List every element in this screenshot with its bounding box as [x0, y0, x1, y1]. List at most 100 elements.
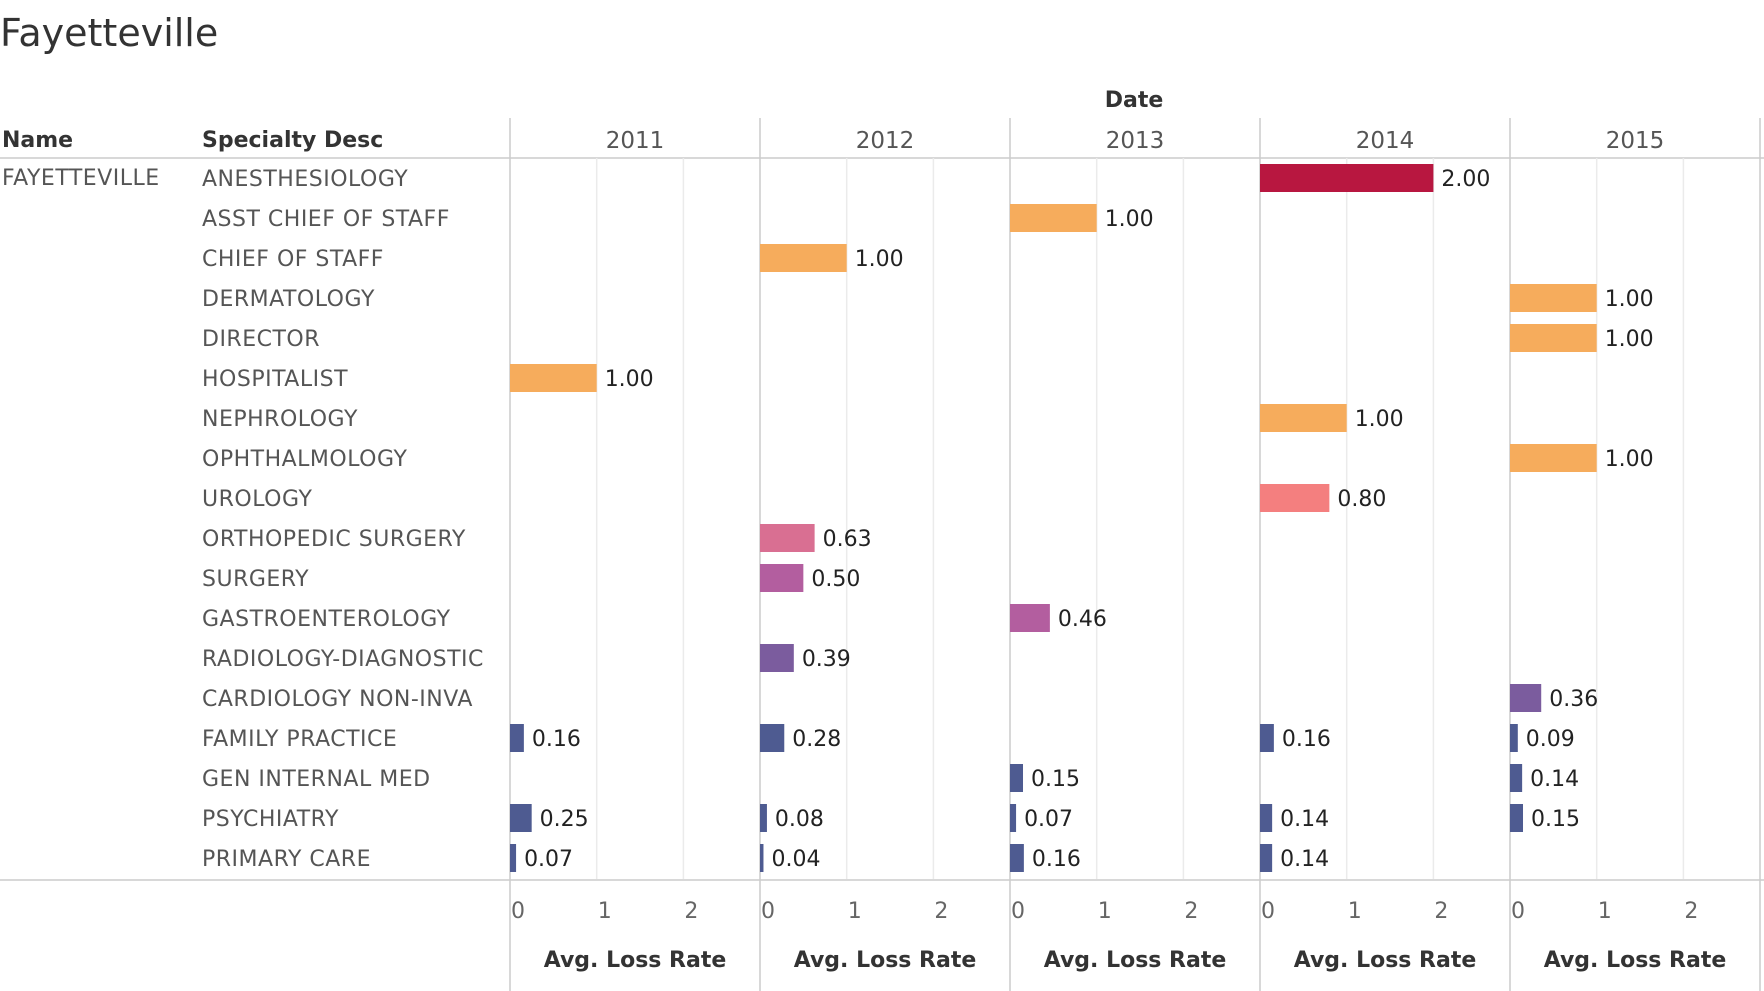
- bar: [760, 244, 847, 272]
- x-tick-label: 1: [1348, 899, 1362, 924]
- data-label: 0.63: [823, 527, 872, 552]
- data-label: 0.09: [1526, 727, 1575, 752]
- data-label: 0.15: [1531, 807, 1580, 832]
- x-tick-label: 1: [1098, 899, 1112, 924]
- specialty-label: ASST CHIEF OF STAFF: [202, 207, 450, 232]
- specialty-label: PSYCHIATRY: [202, 807, 339, 832]
- data-label: 1.00: [1605, 287, 1654, 312]
- data-label: 0.08: [775, 807, 824, 832]
- data-label: 1.00: [1355, 407, 1404, 432]
- bar: [1510, 804, 1524, 832]
- data-label: 1.00: [1605, 447, 1654, 472]
- year-headers: 2011 2012 2013 2014 2015: [606, 128, 1665, 154]
- specialty-label: DIRECTOR: [202, 327, 320, 352]
- x-tick-label: 2: [1434, 899, 1448, 924]
- data-label: 1.00: [855, 247, 904, 272]
- data-label: 0.16: [1282, 727, 1331, 752]
- data-label: 0.07: [1024, 807, 1073, 832]
- data-label: 0.50: [811, 567, 860, 592]
- year-header: 2011: [606, 128, 665, 154]
- x-tick-label: 0: [1261, 899, 1275, 924]
- x-axis-label: Avg. Loss Rate: [794, 948, 977, 973]
- data-label: 0.46: [1058, 607, 1107, 632]
- x-tick-label: 2: [934, 899, 948, 924]
- specialty-label: GEN INTERNAL MED: [202, 767, 431, 792]
- bar-layer: 2.00 1.00 1.00 1.00 1.00 1.00 1.00 1.00 0.80 0.63…: [510, 164, 1654, 872]
- x-tick-label: 2: [1684, 899, 1698, 924]
- x-tick-label: 0: [511, 899, 525, 924]
- bar: [1260, 484, 1330, 512]
- data-label: 0.16: [532, 727, 581, 752]
- x-axis-label: Avg. Loss Rate: [1044, 948, 1227, 973]
- date-column-header: Date: [1105, 88, 1164, 113]
- data-label: 0.14: [1280, 807, 1329, 832]
- specialty-label: ORTHOPEDIC SURGERY: [202, 527, 466, 552]
- x-tick-label: 2: [684, 899, 698, 924]
- data-label: 1.00: [605, 367, 654, 392]
- specialty-label: CARDIOLOGY NON-INVA: [202, 687, 473, 712]
- bar: [760, 804, 767, 832]
- bar: [510, 804, 532, 832]
- data-label: 1.00: [1105, 207, 1154, 232]
- data-label: 0.25: [540, 807, 589, 832]
- year-header: 2013: [1106, 128, 1165, 154]
- specialty-label: SURGERY: [202, 567, 309, 592]
- bar: [1260, 804, 1273, 832]
- year-header: 2012: [856, 128, 915, 154]
- x-tick-label: 2: [1184, 899, 1198, 924]
- data-label: 0.14: [1530, 767, 1579, 792]
- x-axis-label: Avg. Loss Rate: [1544, 948, 1727, 973]
- data-label: 0.39: [802, 647, 851, 672]
- bar: [1260, 164, 1434, 192]
- bar: [1260, 844, 1273, 872]
- bar: [760, 644, 794, 672]
- bar: [510, 724, 524, 752]
- data-label: 2.00: [1441, 167, 1490, 192]
- bar: [1510, 324, 1597, 352]
- bar: [760, 844, 764, 872]
- bar: [510, 364, 597, 392]
- bar: [510, 844, 517, 872]
- x-tick-label: 1: [598, 899, 612, 924]
- chart-title: Fayetteville: [0, 11, 218, 55]
- bar: [1510, 764, 1523, 792]
- specialty-labels: ANESTHESIOLOGY ASST CHIEF OF STAFF CHIEF O…: [202, 167, 484, 872]
- data-label: 0.16: [1032, 847, 1081, 872]
- x-tick-label: 0: [761, 899, 775, 924]
- data-label: 0.15: [1031, 767, 1080, 792]
- data-label: 1.00: [1605, 327, 1654, 352]
- specialty-label: HOSPITALIST: [202, 367, 348, 392]
- name-column-header: Name: [2, 128, 73, 153]
- x-tick-label: 1: [848, 899, 862, 924]
- specialty-label: CHIEF OF STAFF: [202, 247, 384, 272]
- specialty-column-header: Specialty Desc: [202, 128, 383, 153]
- specialty-label: DERMATOLOGY: [202, 287, 375, 312]
- year-header: 2015: [1606, 128, 1665, 154]
- specialty-label: ANESTHESIOLOGY: [202, 167, 408, 192]
- x-axis-label: Avg. Loss Rate: [544, 948, 727, 973]
- name-cell: FAYETTEVILLE: [2, 166, 160, 191]
- bar: [1260, 724, 1274, 752]
- data-label: 0.80: [1337, 487, 1386, 512]
- bar: [1010, 764, 1024, 792]
- bar: [760, 564, 804, 592]
- bar: [760, 524, 815, 552]
- specialty-label: RADIOLOGY-DIAGNOSTIC: [202, 647, 484, 672]
- specialty-label: GASTROENTEROLOGY: [202, 607, 451, 632]
- specialty-label: OPHTHALMOLOGY: [202, 447, 407, 472]
- data-label: 0.07: [524, 847, 573, 872]
- x-tick-label: 1: [1598, 899, 1612, 924]
- bar: [1510, 684, 1542, 712]
- x-axis-label: Avg. Loss Rate: [1294, 948, 1477, 973]
- axis-layer: 0 1 2 Avg. Loss Rate 0 1 2 Avg. Loss Rate 0 1 2 Avg…: [511, 899, 1726, 973]
- specialty-label: FAMILY PRACTICE: [202, 727, 397, 752]
- specialty-label: UROLOGY: [202, 487, 312, 512]
- bar: [1510, 284, 1597, 312]
- specialty-label: NEPHROLOGY: [202, 407, 358, 432]
- data-label: 0.04: [771, 847, 820, 872]
- bar: [1010, 804, 1017, 832]
- year-header: 2014: [1356, 128, 1415, 154]
- x-tick-label: 0: [1511, 899, 1525, 924]
- bar: [1010, 844, 1024, 872]
